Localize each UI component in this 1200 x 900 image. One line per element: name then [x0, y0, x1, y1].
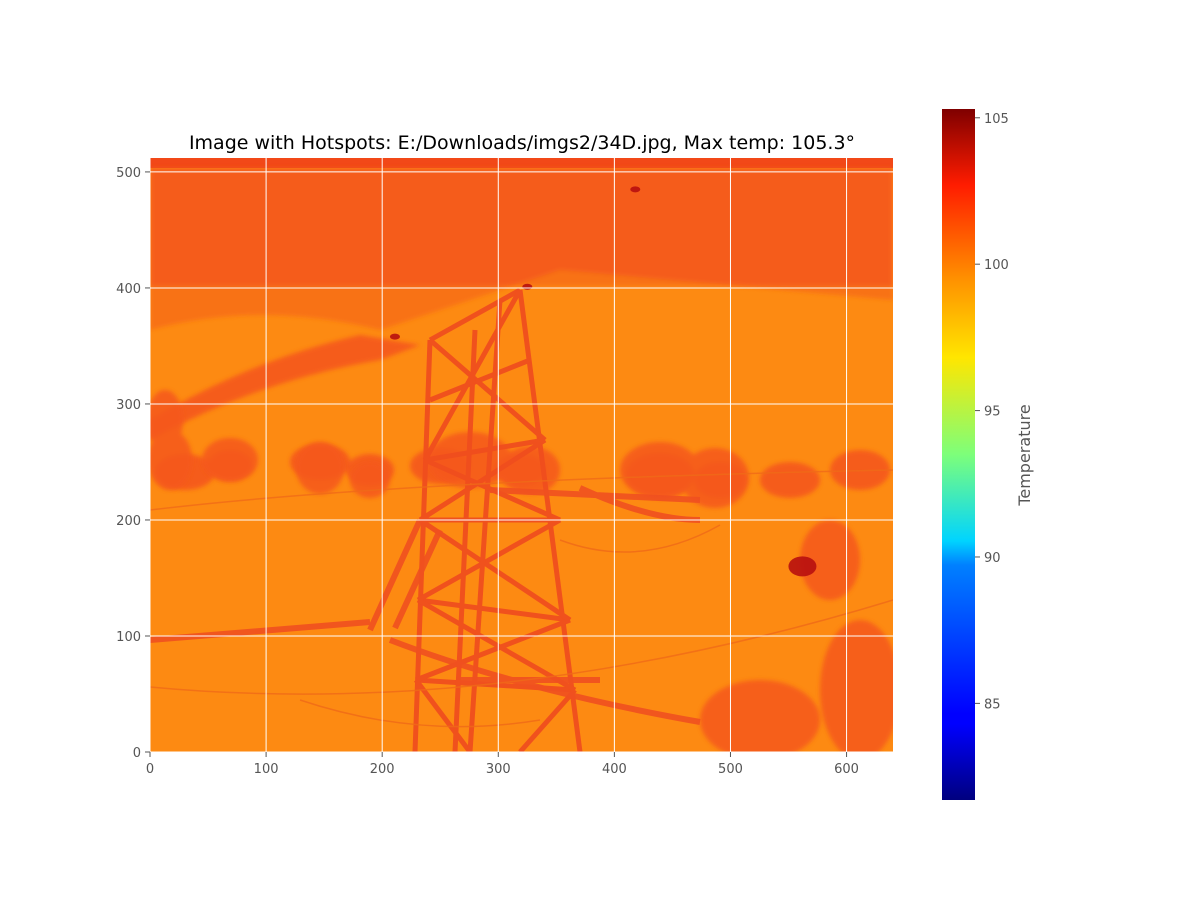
colorbar-tick-label-3: 100 — [984, 258, 1009, 273]
hotspot-2 — [522, 283, 533, 290]
y-tick-label-3: 300 — [116, 398, 141, 413]
colorbar: 85 90 95 100 105 Temperature — [942, 109, 1034, 800]
y-tick-label-1: 100 — [116, 630, 141, 645]
colorbar-tick-label-0: 85 — [984, 697, 1001, 712]
hotspot-0 — [788, 556, 817, 577]
x-tick-label-6: 600 — [834, 762, 859, 777]
tower-structure — [412, 287, 583, 752]
colorbar-label: Temperature — [1015, 404, 1034, 506]
x-tick-label-4: 400 — [602, 762, 627, 777]
y-tick-label-0: 0 — [133, 746, 141, 761]
colorbar-tick-label-4: 105 — [984, 112, 1009, 127]
y-tick-label-4: 400 — [116, 282, 141, 297]
y-tick-label-5: 500 — [116, 166, 141, 181]
gridlines — [149, 158, 893, 753]
x-tick-label-0: 0 — [146, 762, 154, 777]
x-tick-label-2: 200 — [370, 762, 395, 777]
colorbar-ticks: 85 90 95 100 105 — [975, 112, 1009, 712]
colorbar-tick-label-1: 90 — [984, 551, 1001, 566]
hotspot-1 — [389, 333, 400, 340]
y-axis: 0 100 200 300 400 500 — [116, 166, 150, 761]
x-tick-label-3: 300 — [486, 762, 511, 777]
y-tick-label-2: 200 — [116, 514, 141, 529]
x-axis: 0 100 200 300 400 500 600 — [146, 752, 859, 777]
colorbar-gradient — [942, 109, 975, 800]
chart-title: Image with Hotspots: E:/Downloads/imgs2/… — [189, 132, 855, 154]
colorbar-tick-label-2: 95 — [984, 405, 1001, 420]
hotspot-3 — [630, 186, 641, 193]
x-tick-label-5: 500 — [718, 762, 743, 777]
thermal-image — [150, 158, 893, 752]
x-tick-label-1: 100 — [254, 762, 279, 777]
